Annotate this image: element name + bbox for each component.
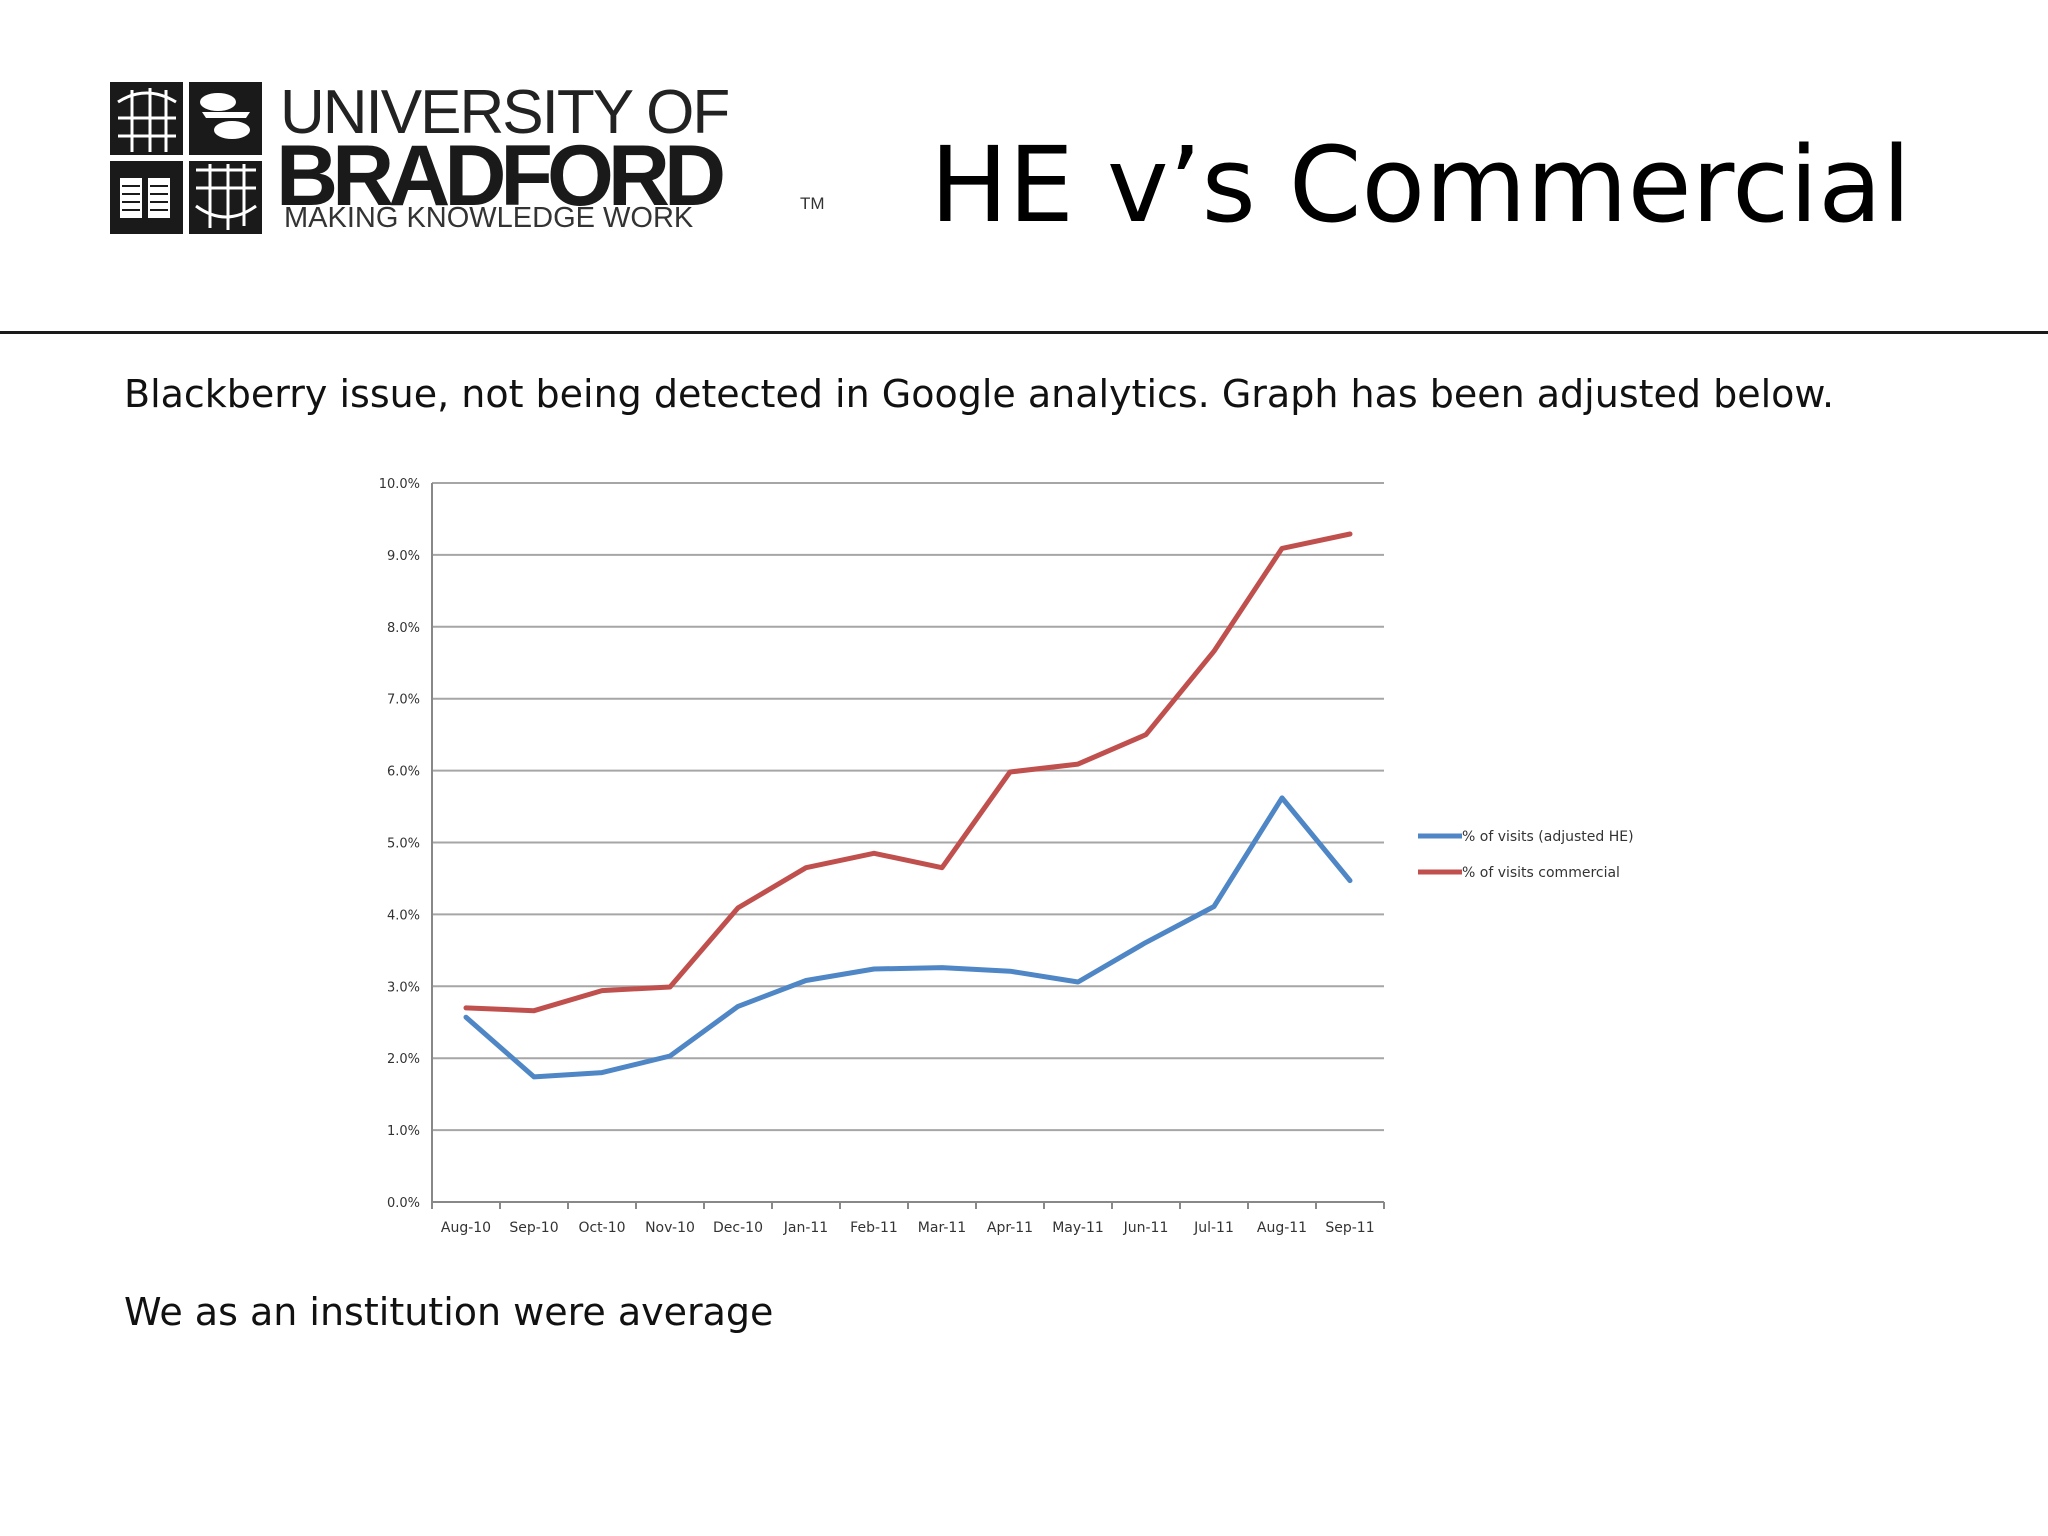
x-tick-label: Dec-10 [713, 1220, 763, 1236]
legend-label: % of visits commercial [1462, 865, 1620, 881]
y-tick-label: 4.0% [387, 908, 420, 923]
y-tick-label: 5.0% [387, 837, 420, 852]
y-tick-label: 8.0% [387, 621, 420, 636]
y-tick-label: 3.0% [387, 980, 420, 995]
x-tick-label: Oct-10 [578, 1220, 625, 1236]
y-tick-label: 2.0% [387, 1052, 420, 1067]
x-tick-label: Nov-10 [645, 1220, 695, 1236]
x-tick-label: Aug-10 [441, 1220, 491, 1236]
y-tick-label: 7.0% [387, 693, 420, 708]
university-wordmark: UNIVERSITY OF BRADFORD MAKING KNOWLEDGE … [276, 78, 825, 242]
x-tick-label: Aug-11 [1257, 1220, 1307, 1236]
x-tick-label: Mar-11 [918, 1220, 966, 1236]
y-tick-label: 1.0% [387, 1124, 420, 1139]
x-tick-label: Sep-11 [1325, 1220, 1374, 1236]
x-tick-label: Apr-11 [987, 1220, 1033, 1236]
legend-label: % of visits (adjusted HE) [1462, 829, 1634, 845]
y-tick-label: 6.0% [387, 765, 420, 780]
logo-trademark: TM [800, 194, 825, 213]
university-logo: UNIVERSITY OF BRADFORD MAKING KNOWLEDGE … [110, 78, 825, 242]
x-tick-label: Jan-11 [783, 1220, 828, 1236]
x-tick-label: Jul-11 [1193, 1220, 1234, 1236]
x-tick-label: Sep-10 [509, 1220, 558, 1236]
slide-title: HE v’s Commercial [930, 124, 1911, 246]
x-tick-label: Jun-11 [1123, 1220, 1169, 1236]
y-tick-label: 10.0% [379, 477, 420, 492]
series-line-he [463, 795, 1353, 1080]
logo-university-of: UNIVERSITY OF [280, 78, 730, 147]
y-tick-label: 9.0% [387, 549, 420, 564]
logo-bradford: BRADFORD [276, 128, 726, 224]
university-crest-icon [110, 82, 262, 234]
y-tick-label: 0.0% [387, 1196, 420, 1211]
subtitle-text: Blackberry issue, not being detected in … [124, 372, 1835, 416]
footer-text: We as an institution were average [124, 1290, 774, 1334]
x-tick-label: May-11 [1052, 1220, 1104, 1236]
line-chart: 0.0% 1.0% 2.0% 3.0% 4.0% 5.0% 6.0% 7.0% 8.0% 9.0%… [379, 477, 1634, 1236]
x-tick-label: Feb-11 [850, 1220, 898, 1236]
title-divider [0, 331, 2048, 334]
logo-tagline: MAKING KNOWLEDGE WORK [284, 202, 694, 234]
series-line-commercial [463, 531, 1353, 1014]
